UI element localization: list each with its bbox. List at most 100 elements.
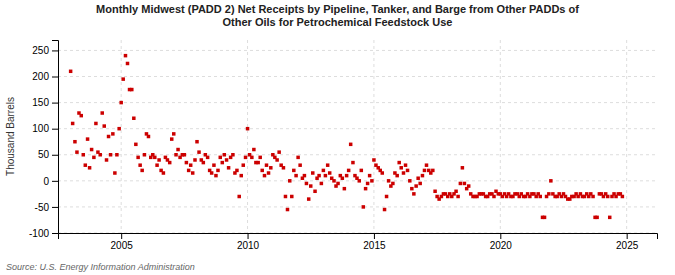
- point: [292, 169, 296, 173]
- grid-line: [58, 206, 657, 207]
- tick-label: -50: [35, 202, 50, 213]
- point: [69, 70, 73, 74]
- point: [406, 169, 410, 173]
- tick: 0: [43, 176, 58, 187]
- tick-mark: [500, 233, 501, 239]
- grid-line: [58, 50, 657, 51]
- point: [311, 171, 315, 175]
- tick-mark: [52, 129, 58, 130]
- point: [456, 195, 460, 199]
- point: [210, 171, 214, 175]
- point: [461, 166, 465, 170]
- point: [187, 169, 191, 173]
- point: [275, 158, 279, 162]
- point: [250, 156, 254, 160]
- tick-label: 2015: [363, 240, 386, 251]
- point: [591, 195, 595, 199]
- point: [364, 187, 368, 191]
- point: [328, 171, 332, 175]
- point: [214, 174, 218, 178]
- point: [351, 161, 355, 165]
- tick-mark: [52, 207, 58, 208]
- point: [343, 187, 347, 191]
- point: [115, 153, 119, 157]
- chart: 20052010201520202025-100-500501001502002…: [0, 0, 675, 275]
- grid-line: [58, 154, 657, 155]
- point: [202, 161, 206, 165]
- y-axis: -100 -50 0 50 100 150 200 250: [29, 41, 59, 239]
- point: [191, 171, 195, 175]
- point: [454, 190, 458, 194]
- tick: 150: [32, 97, 58, 108]
- point: [176, 148, 180, 152]
- point: [147, 135, 151, 139]
- point: [94, 122, 98, 126]
- tick-label: 100: [32, 123, 49, 134]
- tick-mark: [374, 233, 375, 239]
- point: [90, 148, 94, 152]
- point: [463, 182, 467, 186]
- point: [130, 88, 134, 92]
- point: [71, 122, 75, 126]
- tick: -50: [35, 202, 58, 213]
- plot: 20052010201520202025-100-500501001502002…: [29, 40, 658, 251]
- point: [126, 62, 129, 66]
- point: [103, 124, 107, 128]
- point: [418, 182, 422, 186]
- tick-mark: [52, 181, 58, 182]
- point: [317, 174, 321, 178]
- point: [296, 156, 300, 160]
- point: [153, 156, 157, 160]
- point: [107, 135, 111, 139]
- point: [185, 161, 189, 165]
- point: [92, 156, 96, 160]
- axis-line: [59, 234, 658, 240]
- point: [252, 148, 256, 152]
- point: [168, 161, 172, 165]
- point: [336, 182, 340, 186]
- point: [366, 182, 370, 186]
- point: [267, 171, 271, 175]
- point: [286, 208, 290, 212]
- point: [124, 54, 128, 58]
- point: [183, 153, 187, 157]
- point: [332, 179, 336, 183]
- point: [547, 192, 551, 196]
- point: [227, 166, 231, 170]
- point: [189, 163, 193, 167]
- tick: 100: [32, 123, 58, 134]
- tick-label: 2020: [490, 240, 513, 251]
- annotation: Source: U.S. Energy Information Administ…: [6, 262, 195, 272]
- grid-line: [58, 180, 657, 181]
- point: [372, 158, 376, 162]
- point: [290, 195, 294, 199]
- tick-label: 200: [32, 71, 49, 82]
- tick-mark: [248, 233, 249, 239]
- point: [347, 169, 351, 173]
- point: [206, 156, 210, 160]
- point: [111, 132, 115, 136]
- point: [100, 111, 104, 115]
- point: [549, 179, 553, 183]
- point: [425, 163, 429, 167]
- point: [82, 153, 86, 157]
- point: [322, 169, 326, 173]
- tick-label: 250: [32, 45, 49, 56]
- point: [399, 166, 403, 170]
- point: [269, 166, 273, 170]
- point: [385, 195, 389, 199]
- tick: -100: [29, 228, 58, 239]
- point: [157, 158, 161, 162]
- grid: [58, 40, 657, 233]
- point: [608, 216, 612, 220]
- point: [298, 163, 302, 167]
- point: [242, 163, 246, 167]
- grid-line: [58, 76, 657, 77]
- point: [362, 205, 366, 209]
- point: [121, 77, 125, 81]
- point: [467, 184, 471, 188]
- tick-label: 50: [38, 149, 50, 160]
- point: [416, 176, 420, 180]
- point: [408, 179, 412, 183]
- tick-label: -100: [29, 228, 49, 239]
